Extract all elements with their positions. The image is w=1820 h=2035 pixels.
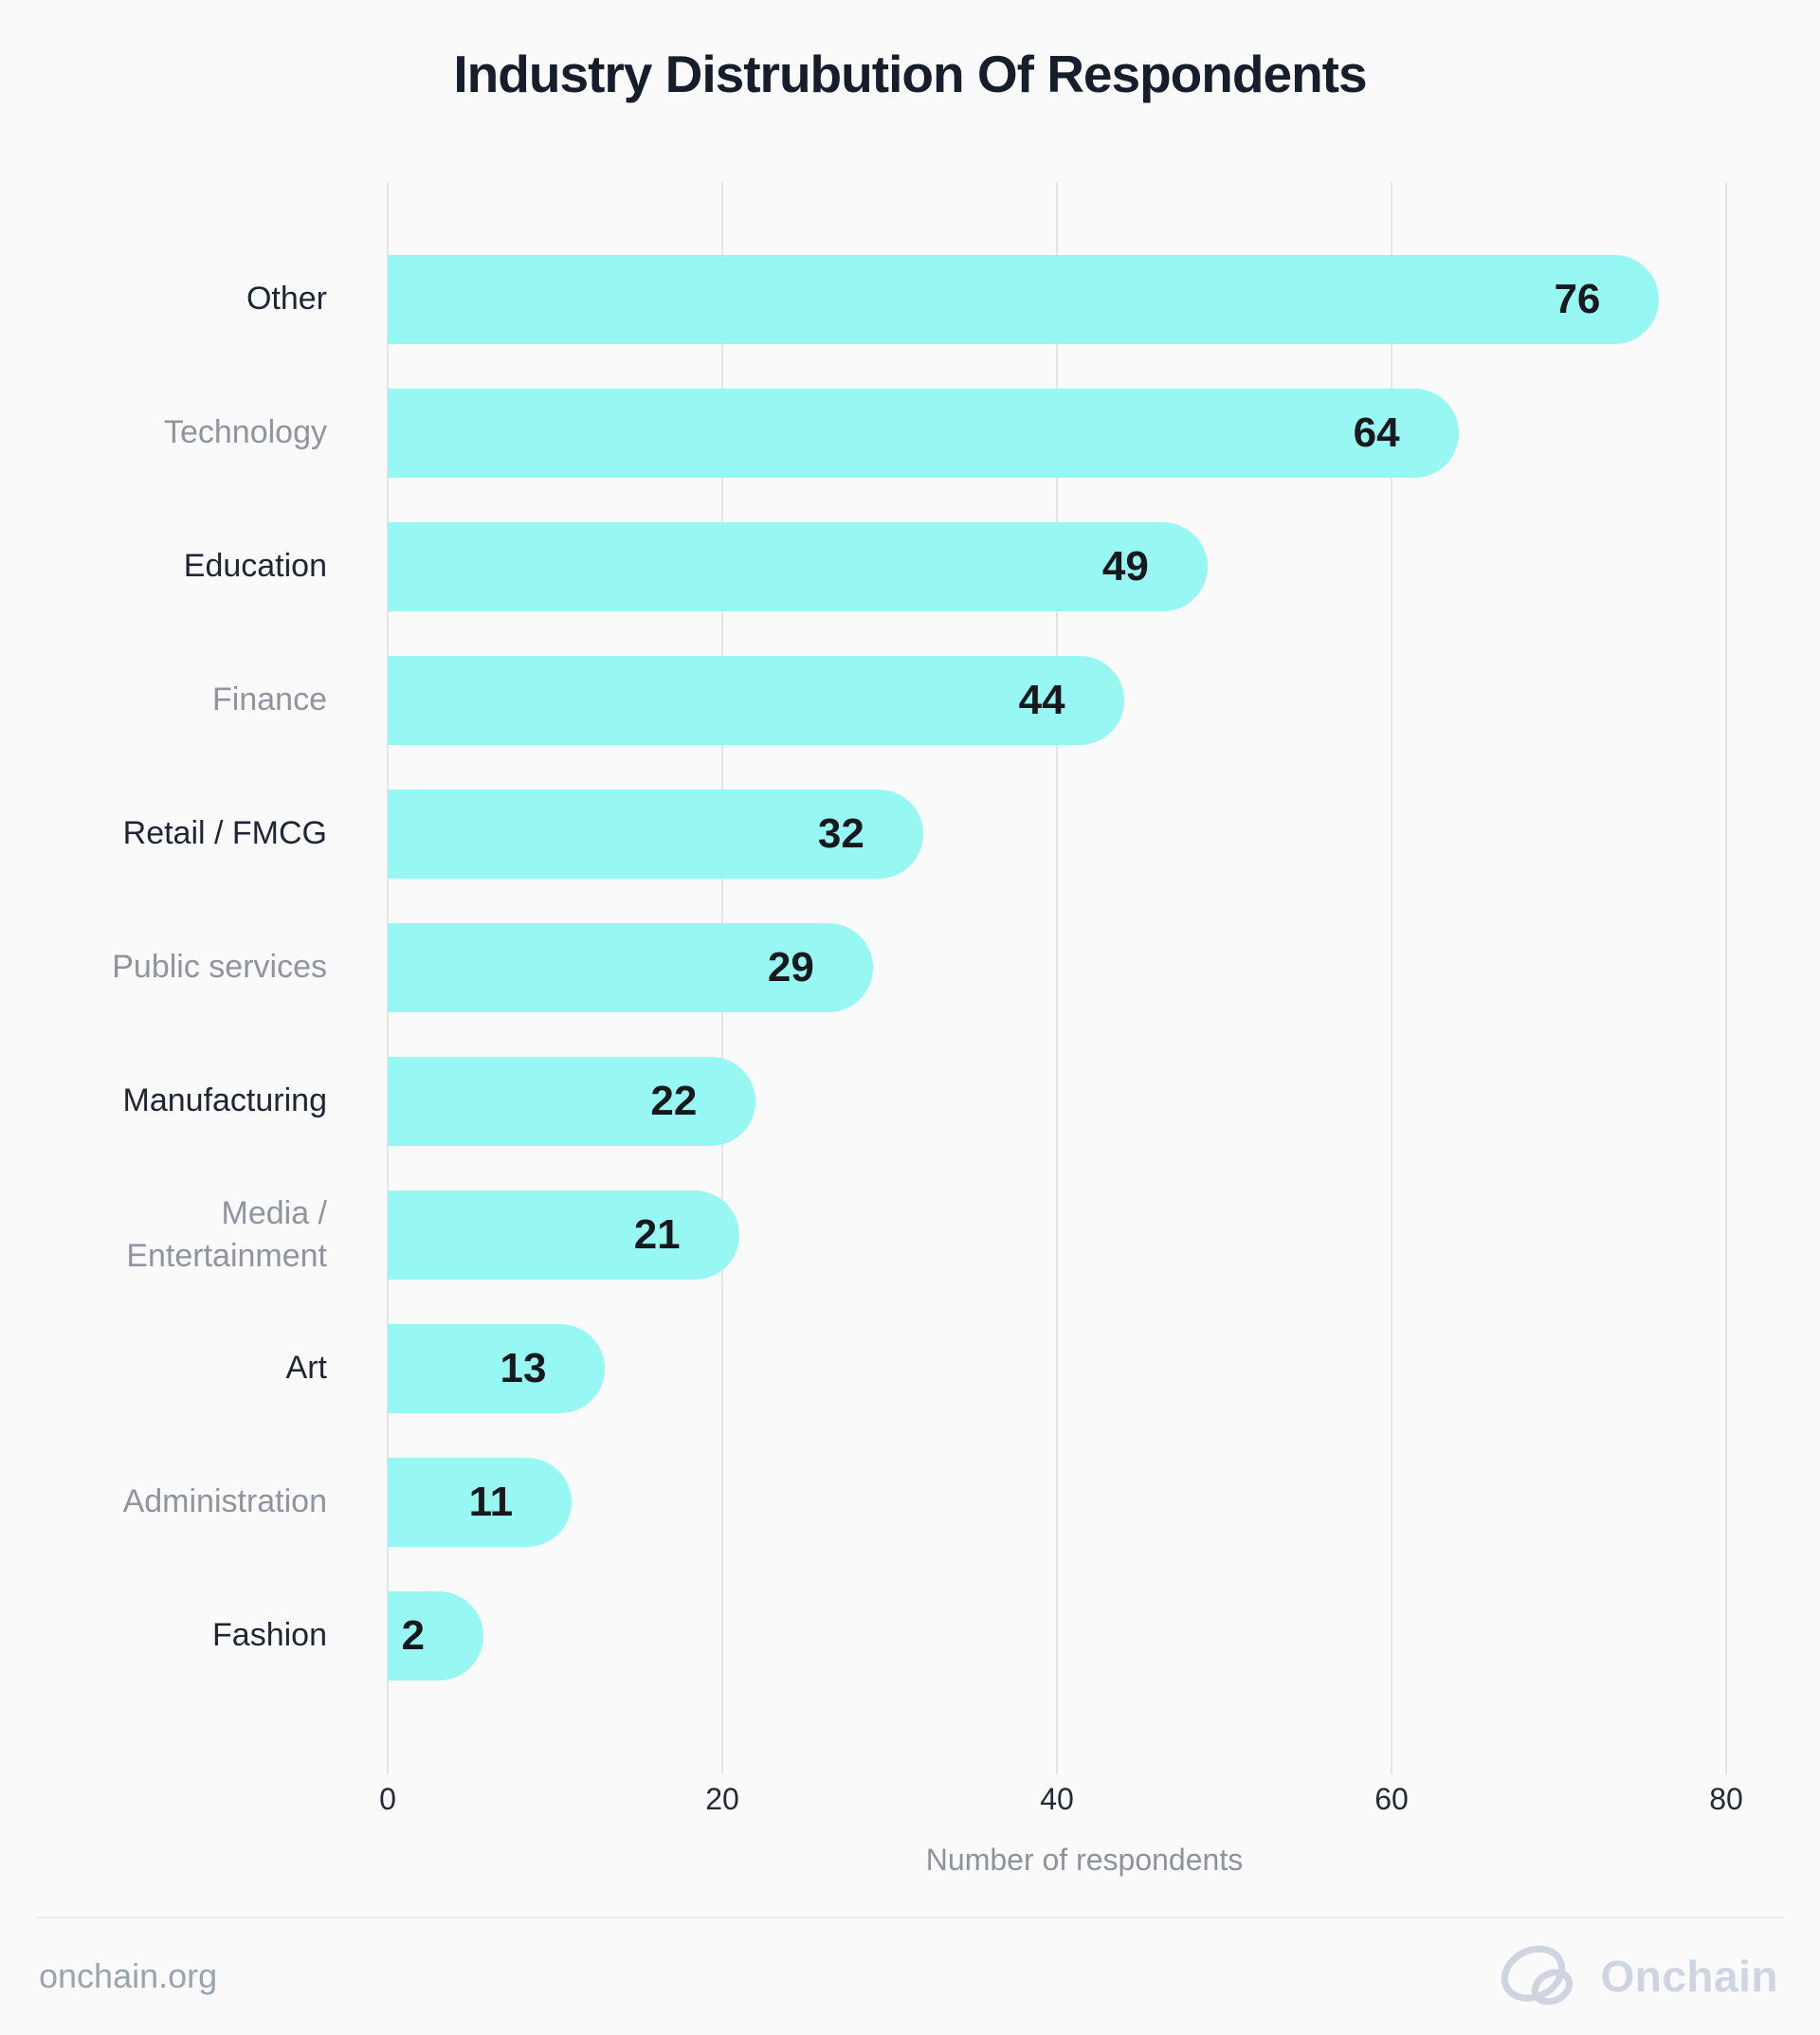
gridline — [1056, 182, 1058, 1774]
bar-area: 64 — [388, 388, 1781, 478]
bar-area: 29 — [388, 922, 1781, 1012]
bar-value-label: 49 — [1101, 542, 1149, 590]
chart-row: Art 13 — [0, 1301, 1781, 1435]
category-label: Education — [183, 548, 327, 585]
bar-area: 32 — [388, 789, 1781, 879]
chart-rows: Other 76 Technology 64 Education 49 Finance 44 R… — [0, 232, 1781, 1702]
category-label: Administration — [122, 1483, 327, 1520]
chart-row: Finance 44 — [0, 633, 1781, 767]
x-tick-label: 20 — [705, 1782, 739, 1816]
bar-value-label: 22 — [650, 1077, 698, 1124]
onchain-logo[interactable]: Onchain — [1496, 1939, 1778, 2013]
x-axis-ticks: 0 20 40 60 80 — [379, 1782, 1781, 1820]
bar-area: 22 — [388, 1056, 1781, 1146]
bar: 32 — [388, 789, 923, 879]
x-axis-title: Number of respondents — [925, 1843, 1244, 1877]
onchain-logo-text: Onchain — [1600, 1952, 1778, 2001]
category-label: Retail / FMCG — [122, 815, 327, 852]
x-tick-label: 80 — [1709, 1782, 1743, 1816]
chart-row: Administration 11 — [0, 1435, 1781, 1569]
chart-title: Industry Distrubution Of Respondents — [453, 45, 1367, 103]
bar: 49 — [388, 521, 1208, 611]
category-label: Art — [285, 1350, 327, 1387]
bar: 22 — [388, 1056, 756, 1146]
category-label: Manufacturing — [122, 1082, 327, 1119]
category-label: Finance — [212, 681, 327, 718]
chart-row: Fashion 2 — [0, 1569, 1781, 1702]
gridline — [1391, 182, 1392, 1774]
chart-row: Retail / FMCG 32 — [0, 767, 1781, 900]
bar-value-label: 21 — [633, 1210, 681, 1258]
bar: 44 — [388, 655, 1124, 745]
chart-row: Manufacturing 22 — [0, 1034, 1781, 1168]
category-label: Technology — [163, 414, 327, 451]
chart-row: Media / Entertainment 21 — [0, 1168, 1781, 1301]
x-tick-label: 0 — [379, 1782, 396, 1816]
bar-area: 13 — [388, 1323, 1781, 1413]
bar-value-label: 44 — [1018, 676, 1065, 723]
gridline — [1725, 182, 1727, 1774]
bar: 21 — [388, 1190, 739, 1280]
bar-area: 49 — [388, 521, 1781, 611]
chart-row: Public services 29 — [0, 900, 1781, 1034]
category-label: Public services — [112, 949, 327, 986]
bar-value-label: 13 — [500, 1344, 547, 1391]
bar-area: 76 — [388, 254, 1781, 344]
bar-area: 11 — [388, 1457, 1781, 1547]
bar: 11 — [388, 1457, 573, 1547]
bar-area: 44 — [388, 655, 1781, 745]
bar-value-label: 76 — [1554, 275, 1601, 322]
footer: onchain.org Onchain — [0, 1934, 1820, 2019]
onchain-logo-icon — [1502, 1945, 1574, 2006]
bar-value-label: 29 — [767, 943, 814, 990]
bar-chart: Other 76 Technology 64 Education 49 Finance 44 R… — [0, 182, 1781, 1774]
x-tick-label: 40 — [1040, 1782, 1074, 1816]
bar-value-label: 2 — [401, 1611, 425, 1659]
bar-value-label: 64 — [1353, 409, 1400, 456]
bar-area: 2 — [388, 1590, 1781, 1681]
category-label: Other — [246, 281, 327, 318]
bar-value-label: 32 — [817, 809, 864, 857]
bar: 2 — [388, 1590, 483, 1681]
bar-value-label: 11 — [468, 1478, 514, 1525]
chart-row: Technology 64 — [0, 366, 1781, 500]
bar: 29 — [388, 922, 873, 1012]
category-label: Fashion — [212, 1617, 327, 1654]
chart-row: Education 49 — [0, 500, 1781, 633]
bar-area: 21 — [388, 1190, 1781, 1280]
bar: 64 — [388, 388, 1459, 478]
footer-divider — [36, 1917, 1784, 1918]
website-link[interactable]: onchain.org — [39, 1956, 218, 1995]
x-tick-label: 60 — [1374, 1782, 1409, 1816]
bar: 13 — [388, 1323, 606, 1413]
chart-row: Other 76 — [0, 232, 1781, 366]
bar: 76 — [388, 254, 1660, 344]
category-label: Media / Entertainment — [126, 1194, 327, 1274]
